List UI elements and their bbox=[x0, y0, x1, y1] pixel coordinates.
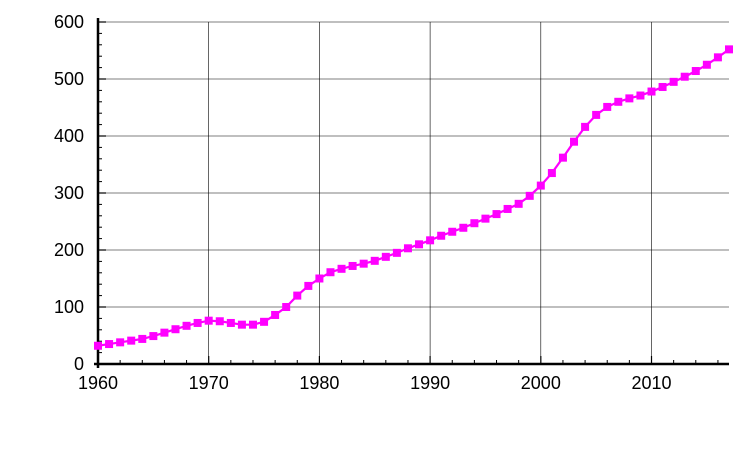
data-point bbox=[215, 317, 224, 326]
series-line bbox=[97, 48, 730, 347]
data-point bbox=[171, 325, 180, 334]
series-0 bbox=[94, 45, 733, 350]
data-point bbox=[603, 102, 612, 111]
data-point bbox=[503, 204, 512, 213]
data-point bbox=[614, 97, 623, 106]
data-point bbox=[149, 332, 158, 341]
data-point bbox=[636, 91, 645, 100]
data-point bbox=[127, 336, 136, 345]
y-tick-label: 200 bbox=[54, 240, 84, 260]
x-tick-label: 1980 bbox=[299, 373, 339, 393]
minor-ticks bbox=[98, 32, 719, 364]
data-point bbox=[237, 320, 246, 329]
data-point bbox=[392, 248, 401, 257]
data-point bbox=[138, 334, 147, 343]
data-point bbox=[470, 219, 479, 228]
data-point bbox=[403, 244, 412, 253]
data-point bbox=[248, 320, 257, 329]
data-point bbox=[481, 214, 490, 223]
x-tick-label: 1970 bbox=[189, 373, 229, 393]
data-point bbox=[525, 191, 534, 200]
data-point bbox=[282, 303, 291, 311]
data-point bbox=[448, 227, 457, 236]
grid-lines bbox=[98, 21, 729, 364]
data-point bbox=[337, 264, 346, 273]
data-point bbox=[359, 259, 368, 268]
data-point bbox=[581, 122, 590, 131]
y-tick-label: 0 bbox=[74, 354, 84, 374]
data-point bbox=[381, 252, 390, 261]
data-point bbox=[713, 53, 722, 62]
data-point bbox=[558, 153, 567, 162]
data-point bbox=[536, 181, 545, 190]
series-layer bbox=[94, 45, 733, 350]
data-point bbox=[514, 199, 523, 208]
data-point bbox=[592, 110, 601, 119]
data-point bbox=[182, 321, 191, 330]
x-tick-label: 1960 bbox=[78, 373, 118, 393]
data-point bbox=[570, 137, 579, 146]
data-point bbox=[459, 223, 468, 232]
data-point bbox=[105, 340, 114, 349]
data-point bbox=[625, 94, 634, 103]
x-tick-label: 1990 bbox=[410, 373, 450, 393]
data-point bbox=[415, 240, 424, 249]
axes bbox=[94, 18, 729, 368]
data-point bbox=[116, 338, 125, 347]
y-tick-label: 600 bbox=[54, 12, 84, 32]
data-point bbox=[193, 318, 202, 327]
y-tick-label: 300 bbox=[54, 183, 84, 203]
data-point bbox=[304, 281, 313, 290]
x-tick-label: 2010 bbox=[631, 373, 671, 393]
data-point bbox=[669, 77, 678, 86]
data-point bbox=[426, 236, 435, 245]
data-point bbox=[226, 318, 235, 327]
data-point bbox=[647, 87, 656, 96]
data-point bbox=[492, 210, 501, 219]
data-point bbox=[680, 72, 689, 81]
data-point bbox=[547, 169, 556, 178]
data-point bbox=[204, 316, 213, 325]
tick-labels: 1960 1970 1980 1990 2000 2010 0 100 200 300 400 500… bbox=[54, 12, 672, 393]
data-point bbox=[160, 328, 169, 337]
data-point bbox=[315, 274, 324, 283]
data-point bbox=[260, 317, 269, 326]
data-point bbox=[94, 341, 102, 350]
data-point bbox=[370, 256, 379, 265]
data-point bbox=[437, 231, 446, 240]
data-point bbox=[271, 310, 280, 319]
data-point bbox=[702, 60, 711, 69]
data-point bbox=[326, 268, 335, 277]
data-point bbox=[691, 67, 700, 76]
y-tick-label: 100 bbox=[54, 297, 84, 317]
y-tick-label: 500 bbox=[54, 69, 84, 89]
data-point bbox=[348, 261, 357, 270]
data-point bbox=[725, 45, 733, 54]
x-tick-label: 2000 bbox=[521, 373, 561, 393]
y-tick-label: 400 bbox=[54, 126, 84, 146]
data-point bbox=[658, 82, 667, 91]
data-point bbox=[293, 291, 302, 300]
